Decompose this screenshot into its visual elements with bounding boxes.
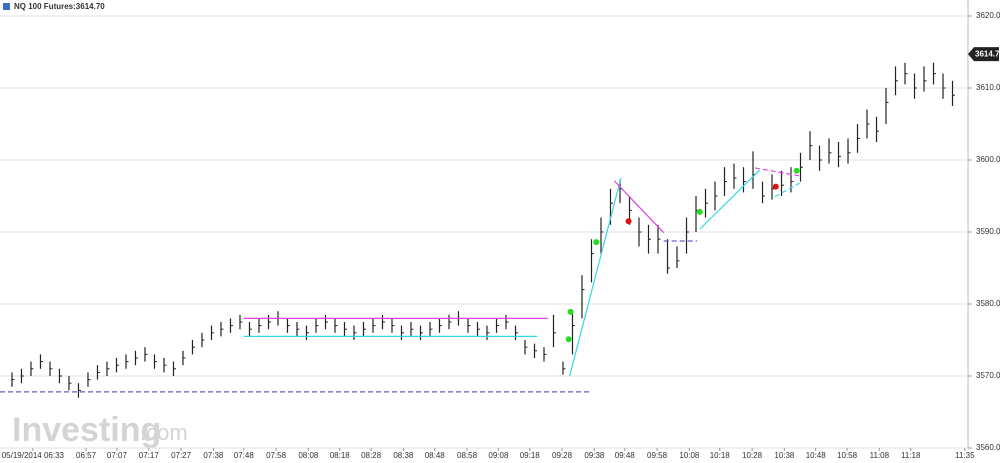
chart-title: NQ 100 Futures:3614.70 [14, 2, 105, 11]
drawing-line [613, 180, 665, 234]
x-tick-label: 08:08 [298, 451, 319, 460]
signal-dot [593, 239, 600, 246]
title-icon [3, 3, 10, 10]
x-tick-label: 09:38 [584, 451, 605, 460]
x-tick-label: 10:28 [742, 451, 763, 460]
x-tick-label: 07:17 [139, 451, 160, 460]
drawing-line [569, 177, 622, 377]
drawing-line [774, 182, 800, 198]
y-tick-label: 3590.00 [976, 227, 1000, 236]
x-tick-label: 07:58 [266, 451, 287, 460]
signal-dot [565, 336, 572, 343]
x-tick-label: 10:08 [679, 451, 700, 460]
y-tick-label: 3560.00 [976, 443, 1000, 452]
y-tick-label: 3600.00 [976, 155, 1000, 164]
x-tick-label: 07:27 [171, 451, 192, 460]
signal-dot [793, 167, 800, 174]
y-tick-label: 3570.00 [976, 371, 1000, 380]
x-tick-label: 09:08 [488, 451, 509, 460]
signal-dot [696, 208, 703, 215]
x-tick-label: 05/19/2014 06:33 [2, 451, 65, 460]
x-tick-label: 09:28 [552, 451, 573, 460]
x-tick-label: 09:18 [520, 451, 541, 460]
x-tick-label: 08:28 [361, 451, 382, 460]
watermark: Investing [12, 411, 161, 449]
x-tick-label: 09:48 [615, 451, 636, 460]
x-tick-label: 06:57 [76, 451, 97, 460]
last-price-label: 3614.7 [975, 49, 1000, 58]
x-tick-label: 10:18 [710, 451, 731, 460]
watermark: .com [140, 420, 188, 445]
last-price-tag [968, 47, 999, 62]
x-tick-label: 09:58 [647, 451, 668, 460]
x-tick-label: 10:58 [837, 451, 858, 460]
x-tick-label: 07:07 [107, 451, 128, 460]
signal-dot [567, 308, 574, 315]
x-tick-label: 10:48 [806, 451, 827, 460]
x-tick-label: 11:18 [901, 451, 921, 460]
signal-dot [625, 218, 632, 225]
x-tick-label: 08:58 [457, 451, 478, 460]
signal-dot [772, 183, 779, 190]
y-tick-label: 3620.00 [976, 11, 1000, 20]
x-tick-label: 10:38 [774, 451, 795, 460]
x-tick-label: 11:08 [870, 451, 890, 460]
x-tick-label: 07:38 [203, 451, 224, 460]
x-tick-label: 07:48 [234, 451, 255, 460]
x-tick-label: 11:35 [955, 451, 975, 460]
y-tick-label: 3610.00 [976, 83, 1000, 92]
y-tick-label: 3580.00 [976, 299, 1000, 308]
drawing-line [699, 169, 761, 230]
x-tick-label: 08:18 [330, 451, 351, 460]
x-tick-label: 08:48 [425, 451, 446, 460]
x-tick-label: 08:38 [393, 451, 414, 460]
